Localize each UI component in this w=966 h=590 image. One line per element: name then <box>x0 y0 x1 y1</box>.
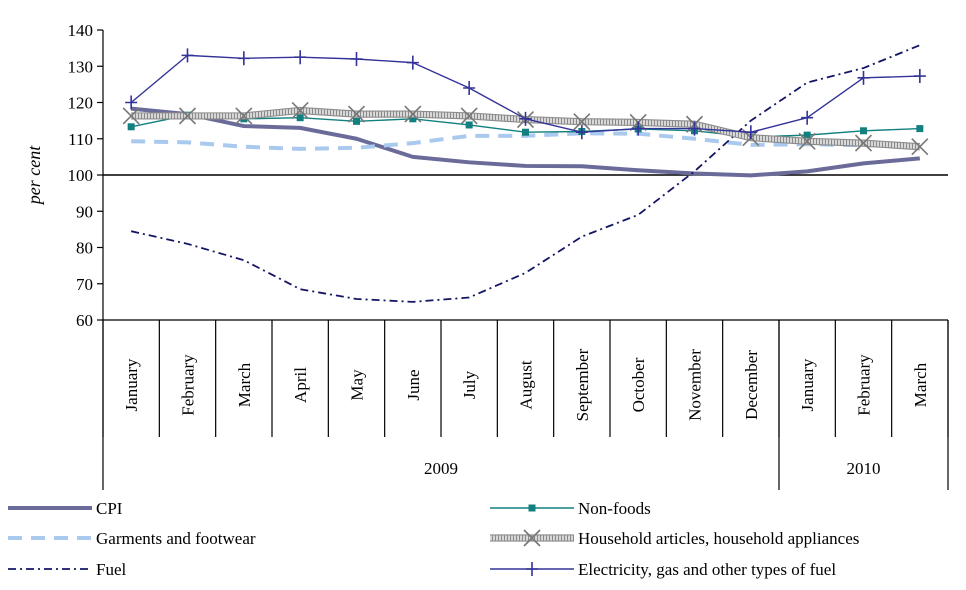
year-label: 2010 <box>847 459 881 478</box>
data-point <box>573 113 591 131</box>
x-tick-label: August <box>517 360 536 409</box>
x-tick-label: January <box>122 358 141 411</box>
x-tick-label: June <box>404 369 423 400</box>
data-point <box>801 110 814 125</box>
x-tick-label: December <box>742 350 761 420</box>
series-garments-and-footwear <box>131 131 920 151</box>
legend-label: Electricity, gas and other types of fuel <box>578 560 836 579</box>
x-tick-label: February <box>179 354 198 416</box>
data-point <box>916 125 924 133</box>
y-tick-label: 60 <box>76 311 93 330</box>
data-point <box>857 70 870 85</box>
data-point <box>291 101 309 120</box>
legend-item-cpi: CPI <box>8 499 123 518</box>
x-tick-label: September <box>573 348 592 421</box>
legend-item-garments-and-footwear: Garments and footwear <box>8 529 256 548</box>
data-point <box>803 131 811 139</box>
legend-label: Household articles, household appliances <box>578 529 859 548</box>
y-tick-label: 80 <box>76 239 93 258</box>
y-tick-label: 130 <box>68 57 94 76</box>
year-label: 2009 <box>424 459 458 478</box>
series-cpi <box>130 106 921 178</box>
data-point <box>181 48 194 63</box>
y-tick-label: 100 <box>68 166 94 185</box>
legend-label: Non-foods <box>578 499 651 518</box>
x-tick-label: February <box>855 354 874 416</box>
axes: 60 70 80 90 100 110 120 130 140 per cent January Fe… <box>24 21 949 490</box>
data-point <box>294 50 307 65</box>
series-household-articles-household-appliances <box>122 101 929 156</box>
data-point <box>798 132 816 150</box>
legend-item-electricity-gas-and-other-types-of-fuel: Electricity, gas and other types of fuel <box>490 560 836 579</box>
x-tick-label: January <box>798 358 817 411</box>
data-point <box>911 138 929 156</box>
y-axis-label: per cent <box>24 145 44 206</box>
data-point <box>125 95 138 110</box>
legend-marker <box>523 529 541 547</box>
legend-item-household-articles-household-appliances: Household articles, household appliances <box>490 529 859 548</box>
legend-marker <box>526 562 538 576</box>
data-point <box>465 121 473 129</box>
data-point <box>854 134 873 152</box>
data-point <box>178 107 197 125</box>
x-tick-label: October <box>629 357 648 412</box>
series-line <box>130 106 921 178</box>
data-point <box>404 105 422 123</box>
data-point <box>744 125 757 140</box>
data-point <box>296 114 304 122</box>
legend-item-non-foods: Non-foods <box>490 499 651 518</box>
x-tick-label: March <box>235 362 254 407</box>
data-point <box>688 121 701 136</box>
y-tick-label: 140 <box>68 21 94 40</box>
legend-label: CPI <box>96 499 123 518</box>
data-point <box>122 107 140 125</box>
legend-item-fuel: Fuel <box>8 560 127 579</box>
x-tick-label: July <box>460 370 479 399</box>
data-point <box>522 128 529 136</box>
data-point <box>353 117 360 125</box>
data-point <box>519 111 532 126</box>
x-tick-label: April <box>291 367 310 403</box>
y-tick-label: 120 <box>68 94 94 113</box>
data-point <box>860 127 867 135</box>
data-point <box>460 107 478 125</box>
x-tick-label: May <box>348 369 367 401</box>
data-point <box>632 121 645 136</box>
series-line <box>131 131 920 151</box>
data-point <box>463 81 476 95</box>
series-group <box>122 44 929 303</box>
data-point <box>235 107 253 125</box>
data-point <box>127 123 135 131</box>
x-tick-label: March <box>911 362 930 407</box>
data-point <box>347 105 366 123</box>
legend-label: Garments and footwear <box>96 529 256 548</box>
data-point <box>913 69 926 84</box>
data-point <box>237 51 250 66</box>
series-electricity-gas-and-other-types-of-fuel <box>125 48 926 140</box>
y-tick-label: 70 <box>76 275 93 294</box>
data-point <box>406 55 419 70</box>
legend: CPI Non-foods Garments and footwear Househo… <box>8 499 859 579</box>
x-tick-label: November <box>686 349 705 421</box>
legend-label: Fuel <box>96 560 127 579</box>
legend-marker <box>528 504 536 512</box>
y-tick-label: 110 <box>68 130 93 149</box>
y-tick-label: 90 <box>76 202 93 221</box>
data-point <box>409 115 417 123</box>
data-point <box>575 125 588 140</box>
data-point <box>350 52 363 66</box>
